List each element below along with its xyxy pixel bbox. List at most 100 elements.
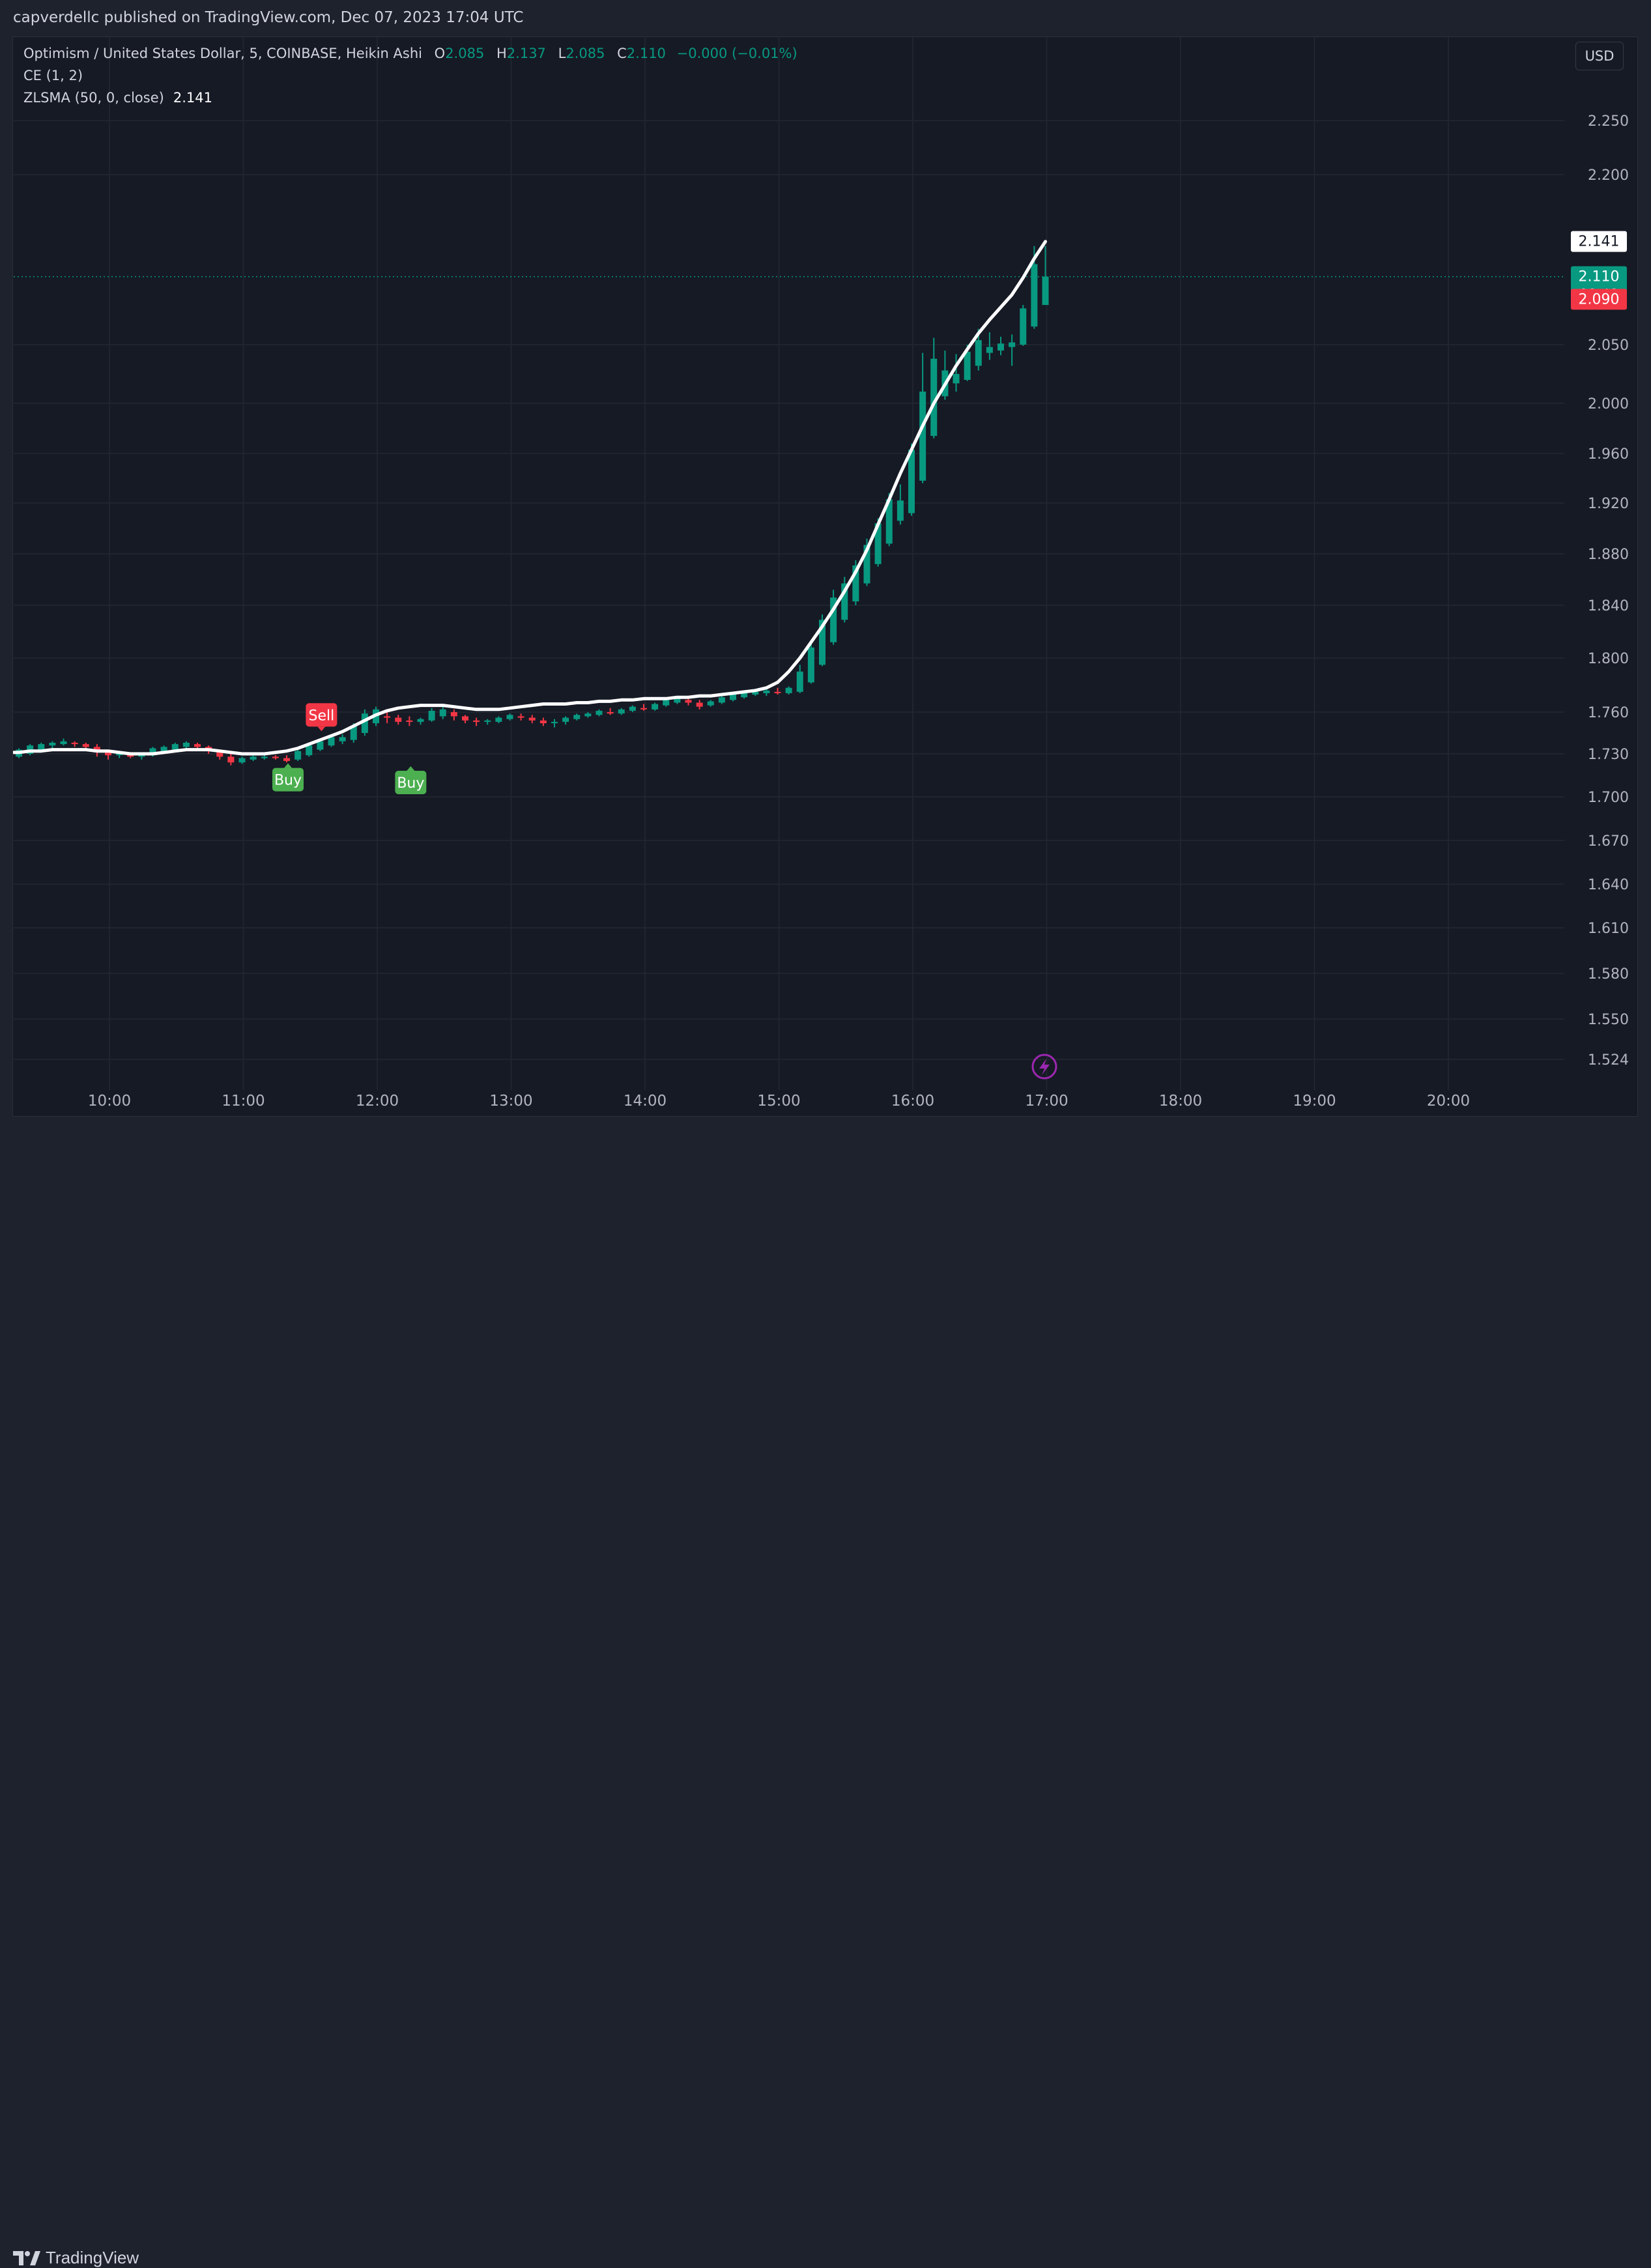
candle bbox=[629, 705, 636, 712]
zlsma-indicator-value: 2.141 bbox=[173, 90, 212, 106]
y-tick-label: 1.640 bbox=[1588, 877, 1629, 893]
candle bbox=[774, 687, 781, 695]
candle bbox=[696, 700, 703, 710]
candle bbox=[272, 755, 279, 760]
candle-body bbox=[294, 751, 302, 760]
y-tick-label: 1.670 bbox=[1588, 833, 1629, 850]
ce-indicator-legend[interactable]: CE (1, 2) bbox=[23, 68, 83, 83]
buy-signal: Buy bbox=[395, 766, 427, 794]
candle bbox=[763, 689, 770, 696]
signal-label: Sell bbox=[309, 708, 335, 724]
y-tick-label: 2.250 bbox=[1588, 113, 1629, 130]
candle-body bbox=[238, 758, 246, 763]
y-tick-label: 1.760 bbox=[1588, 705, 1629, 721]
candle bbox=[551, 719, 558, 728]
candle-body bbox=[863, 545, 870, 584]
candle bbox=[897, 484, 904, 525]
candle bbox=[484, 719, 491, 725]
y-tick-label: 2.050 bbox=[1588, 337, 1629, 354]
candle-body bbox=[395, 717, 402, 722]
signal-pointer bbox=[407, 766, 415, 771]
candle bbox=[250, 755, 257, 761]
chart-panel[interactable]: Sell Buy Buy 2.250 2.200 2.050 2.000 1.960 1.92… bbox=[12, 36, 1638, 1117]
candle bbox=[473, 717, 480, 726]
candle-body bbox=[640, 708, 647, 710]
candle-body bbox=[953, 374, 960, 384]
candle bbox=[71, 741, 78, 747]
zlsma-line bbox=[13, 240, 1047, 756]
candle bbox=[238, 756, 246, 764]
candle-body bbox=[171, 744, 179, 750]
low-value: 2.085 bbox=[566, 46, 605, 61]
candle bbox=[941, 351, 949, 400]
x-tick-label: 14:00 bbox=[624, 1093, 667, 1110]
close-label: C bbox=[617, 46, 627, 61]
symbol-legend[interactable]: Optimism / United States Dollar, 5, COIN… bbox=[23, 46, 797, 61]
candle-body bbox=[841, 583, 848, 620]
candle-body bbox=[495, 717, 502, 722]
candle bbox=[584, 712, 592, 718]
candle bbox=[283, 755, 290, 763]
candle-body bbox=[49, 742, 56, 746]
candle-body bbox=[283, 758, 290, 761]
signals: Sell Buy Buy bbox=[272, 703, 427, 794]
zlsma-indicator-legend[interactable]: ZLSMA (50, 0, close) 2.141 bbox=[23, 90, 212, 106]
currency-button[interactable]: USD bbox=[1575, 42, 1624, 70]
chart-canvas[interactable]: Sell Buy Buy 2.250 2.200 2.050 2.000 1.960 1.92… bbox=[13, 37, 1637, 1116]
candle-body bbox=[517, 716, 524, 718]
price-label-bg bbox=[1571, 231, 1627, 252]
tradingview-brand: TradingView bbox=[46, 2248, 139, 2267]
candle-body bbox=[216, 751, 223, 757]
candle bbox=[607, 708, 614, 715]
low-label: L bbox=[558, 46, 566, 61]
candle-body bbox=[919, 392, 926, 481]
price-label-text: 2.090 bbox=[1579, 291, 1620, 308]
candle bbox=[1042, 246, 1049, 306]
zlsma-line bbox=[13, 240, 1047, 756]
x-tick-label: 20:00 bbox=[1427, 1093, 1470, 1110]
candle-body bbox=[317, 741, 324, 750]
bolt-icon[interactable] bbox=[1031, 1054, 1057, 1080]
y-tick-label: 1.580 bbox=[1588, 966, 1629, 983]
candle bbox=[261, 755, 268, 760]
signal-label: Buy bbox=[274, 773, 302, 789]
candle bbox=[439, 706, 446, 719]
candle bbox=[294, 749, 302, 761]
candle-body bbox=[160, 747, 167, 753]
candle-body bbox=[105, 752, 111, 756]
candle-body bbox=[116, 754, 123, 756]
candle bbox=[339, 734, 346, 745]
candle-body bbox=[1009, 342, 1016, 347]
candle bbox=[953, 354, 960, 392]
candle bbox=[986, 332, 993, 360]
candle bbox=[796, 665, 803, 693]
candle bbox=[450, 709, 457, 721]
candle-body bbox=[562, 717, 569, 722]
candle-body bbox=[874, 523, 882, 564]
time-axis: 10:00 11:00 12:00 13:00 14:00 15:00 16:00 17:00… bbox=[88, 1093, 1470, 1110]
candle-body bbox=[60, 741, 67, 745]
high-label: H bbox=[496, 46, 507, 61]
candle-body bbox=[149, 748, 156, 756]
candle-body bbox=[439, 709, 446, 717]
zlsma-price-label: 2.141 bbox=[1571, 231, 1627, 252]
signal-bg bbox=[272, 768, 304, 792]
candle bbox=[785, 686, 792, 695]
candle-body bbox=[484, 720, 491, 722]
x-tick-label: 19:00 bbox=[1293, 1093, 1336, 1110]
close-value: 2.110 bbox=[626, 46, 666, 61]
candle-body bbox=[182, 742, 190, 747]
candle-body bbox=[930, 358, 938, 437]
candle-body bbox=[998, 343, 1004, 351]
candle-body bbox=[730, 695, 736, 700]
published-text: capverdellc published on TradingView.com… bbox=[13, 9, 524, 26]
candle-body bbox=[339, 737, 346, 741]
tradingview-logo[interactable]: TradingView bbox=[13, 2248, 139, 2268]
y-tick-label: 1.800 bbox=[1588, 651, 1629, 667]
ce-stop-price-label: 2.090 bbox=[1571, 289, 1627, 310]
candle bbox=[317, 739, 324, 751]
tradingview-icon bbox=[13, 2250, 40, 2265]
candle-body bbox=[819, 620, 826, 665]
candle-body bbox=[328, 737, 335, 746]
